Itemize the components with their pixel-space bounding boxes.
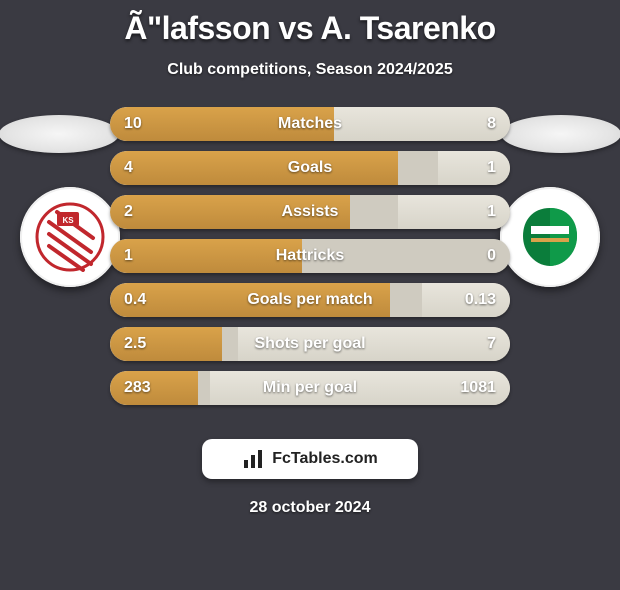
page-subtitle: Club competitions, Season 2024/2025 <box>0 61 620 79</box>
left-club-badge: KS <box>20 187 120 287</box>
brand-badge: FcTables.com <box>202 439 418 479</box>
page-title: Ã"lafsson vs A. Tsarenko <box>0 10 620 47</box>
lechia-crest-icon <box>515 202 585 272</box>
stat-row: 2.5Shots per goal7 <box>110 327 510 361</box>
date-text: 28 october 2024 <box>0 499 620 517</box>
cracovia-crest-icon: KS <box>35 202 105 272</box>
stat-row: 0.4Goals per match0.13 <box>110 283 510 317</box>
brand-text: FcTables.com <box>272 450 378 468</box>
right-club-badge <box>500 187 600 287</box>
bars-icon <box>242 448 264 470</box>
left-player-pedestal <box>0 115 119 153</box>
stat-row: 2Assists1 <box>110 195 510 229</box>
comparison-stage: KS 10Matches8 4Goals1 2Assists1 1Hattricks0… <box>0 107 620 417</box>
right-player-pedestal <box>501 115 620 153</box>
stat-row: 4Goals1 <box>110 151 510 185</box>
stat-row: 1Hattricks0 <box>110 239 510 273</box>
stat-rows: 10Matches8 4Goals1 2Assists1 1Hattricks0 0.4… <box>110 107 510 405</box>
svg-text:KS: KS <box>62 216 74 225</box>
stat-row: 283Min per goal1081 <box>110 371 510 405</box>
stat-row: 10Matches8 <box>110 107 510 141</box>
